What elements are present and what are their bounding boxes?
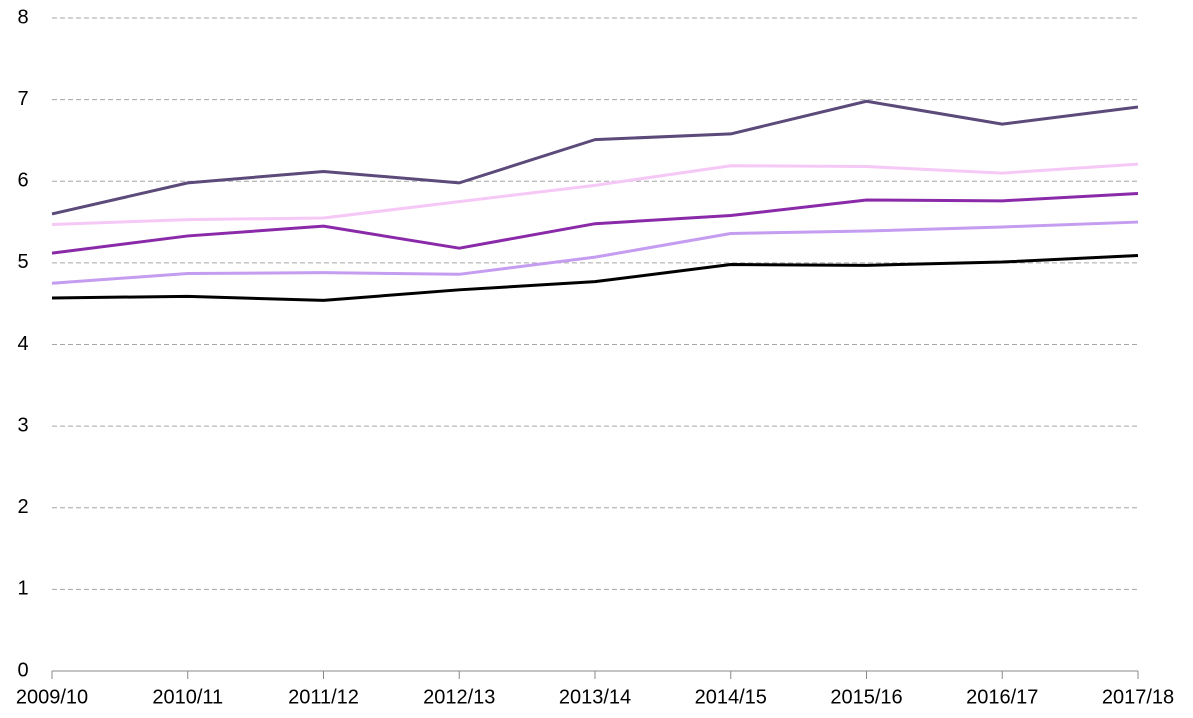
x-tick-label: 2012/13	[423, 686, 495, 708]
series-line	[51, 254, 1139, 302]
y-tick-label: 0	[17, 659, 28, 681]
y-tick-label: 1	[17, 578, 28, 600]
y-tick-label: 2	[17, 496, 28, 518]
y-tick-label: 6	[17, 170, 28, 192]
x-tick-label: 2015/16	[830, 686, 902, 708]
y-tick-label: 3	[17, 414, 28, 436]
x-tick-label: 2014/15	[695, 686, 767, 708]
x-tick-label: 2009/10	[16, 686, 88, 708]
series-line	[51, 220, 1139, 285]
series-line	[51, 191, 1139, 255]
x-tick-label: 2010/11	[152, 686, 223, 708]
x-tick-label: 2016/17	[966, 686, 1038, 708]
series-line	[51, 162, 1139, 227]
y-tick-label: 8	[17, 6, 28, 28]
x-tick-label: 2011/12	[288, 686, 359, 708]
y-tick-label: 5	[17, 251, 28, 273]
y-tick-label: 4	[17, 333, 28, 355]
y-tick-label: 7	[17, 88, 28, 110]
series-line	[51, 99, 1139, 216]
x-tick-label: 2013/14	[559, 686, 631, 708]
x-tick-label: 2017/18	[1102, 686, 1174, 708]
